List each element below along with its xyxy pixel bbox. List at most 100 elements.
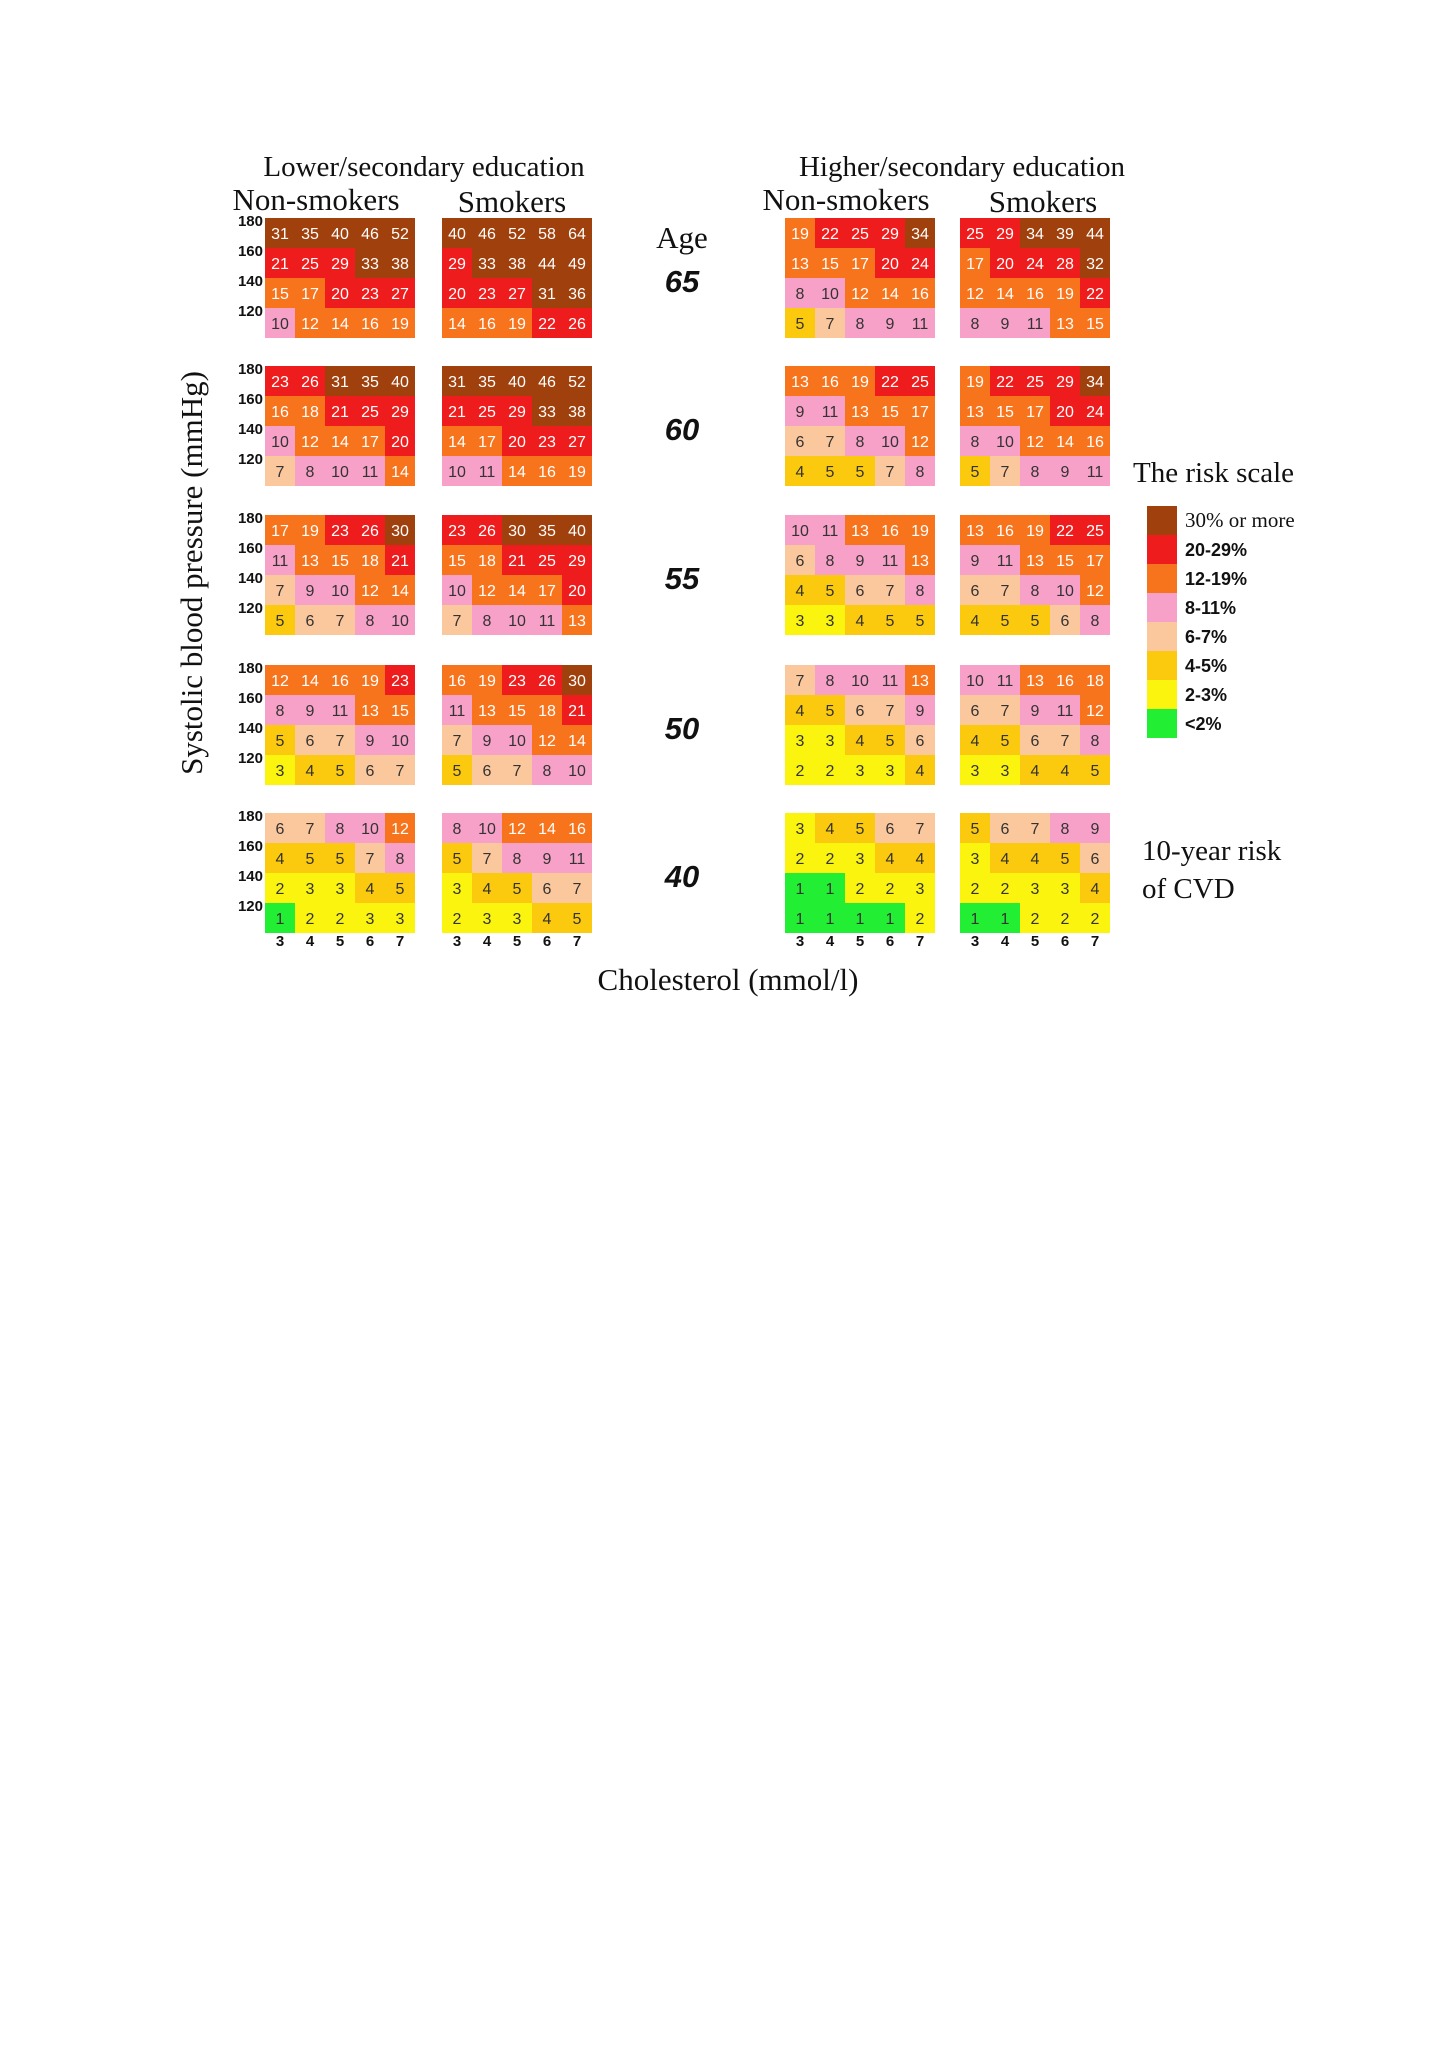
risk-cell (562, 695, 592, 725)
risk-cell-value: 10 (791, 523, 809, 540)
risk-cell (960, 366, 990, 396)
risk-cell-value: 29 (568, 553, 586, 570)
risk-cell (502, 396, 532, 426)
risk-cell-value: 10 (851, 673, 869, 690)
risk-cell-value: 7 (1031, 821, 1040, 838)
legend-label: 4-5% (1185, 656, 1227, 676)
risk-cell (1080, 605, 1110, 635)
risk-cell (1020, 843, 1050, 873)
risk-cell (325, 725, 355, 755)
risk-cell (1020, 218, 1050, 248)
risk-cell (562, 813, 592, 843)
risk-cell-value: 35 (301, 226, 319, 243)
risk-cell-value: 14 (1056, 434, 1074, 451)
risk-cell (562, 725, 592, 755)
risk-cell (990, 755, 1020, 785)
risk-cell (325, 695, 355, 725)
cholesterol-tick-label: 7 (396, 933, 404, 950)
risk-cell (325, 755, 355, 785)
risk-cell-value: 15 (1086, 316, 1104, 333)
panel-higher-smokers-age-55: 13 16 19 22 25 9 11 13 15 17 6 7 8 10 12 4 5 5 6 8 (960, 515, 1110, 635)
sbp-tick-label: 180 (238, 660, 263, 677)
risk-cell-value: 16 (911, 286, 929, 303)
risk-cell-value: 6 (971, 583, 980, 600)
risk-cell-value: 2 (276, 881, 285, 898)
risk-cell (295, 813, 325, 843)
risk-cell-value: 3 (796, 613, 805, 630)
risk-cell (1020, 396, 1050, 426)
risk-cell (845, 813, 875, 843)
risk-cell (1050, 695, 1080, 725)
risk-cell-value: 7 (1061, 733, 1070, 750)
risk-cell-value: 15 (331, 553, 349, 570)
risk-cell-value: 11 (882, 673, 899, 690)
risk-cell (355, 665, 385, 695)
risk-cell (815, 248, 845, 278)
risk-cell (1050, 308, 1080, 338)
risk-cell (562, 843, 592, 873)
risk-cell (562, 218, 592, 248)
risk-cell-value: 29 (391, 404, 409, 421)
risk-cell (325, 396, 355, 426)
risk-cell (355, 843, 385, 873)
risk-cell (815, 278, 845, 308)
risk-cell-value: 16 (881, 523, 899, 540)
risk-cell-value: 3 (276, 763, 285, 780)
risk-cell (1080, 308, 1110, 338)
risk-cell-value: 7 (1001, 583, 1010, 600)
risk-cell-value: 3 (916, 881, 925, 898)
risk-cell (1050, 218, 1080, 248)
risk-cell (815, 873, 845, 903)
risk-cell (875, 843, 905, 873)
risk-cell (960, 695, 990, 725)
panel-higher-non-smokers-age-65: 19 22 25 29 34 13 15 17 20 24 8 10 12 14 16 5 7 8 9 11 (785, 218, 935, 338)
risk-cell-value: 7 (826, 434, 835, 451)
lower-education-title: Lower/secondary education (263, 151, 585, 183)
risk-cell-value: 3 (971, 851, 980, 868)
risk-cell-value: 22 (538, 316, 556, 333)
risk-cell (1020, 813, 1050, 843)
risk-cell-value: 8 (916, 583, 925, 600)
risk-cell (845, 873, 875, 903)
risk-cell-value: 9 (1001, 316, 1010, 333)
risk-cell (785, 665, 815, 695)
risk-cell (1080, 813, 1110, 843)
risk-cell (990, 813, 1020, 843)
risk-cell-value: 7 (336, 613, 345, 630)
risk-cell (472, 873, 502, 903)
risk-cell (385, 605, 415, 635)
risk-cell (1050, 248, 1080, 278)
risk-cell (532, 278, 562, 308)
risk-cell-value: 2 (1001, 881, 1010, 898)
cholesterol-tick-label: 6 (366, 933, 374, 950)
risk-cell-value: 25 (1026, 374, 1044, 391)
legend-swatch (1147, 506, 1177, 535)
risk-cell (1080, 515, 1110, 545)
risk-cell-value: 8 (1091, 733, 1100, 750)
risk-cell (990, 248, 1020, 278)
risk-cell (442, 308, 472, 338)
risk-cell-value: 5 (971, 821, 980, 838)
risk-cell-value: 24 (911, 256, 929, 273)
risk-cell-value: 2 (1091, 911, 1100, 928)
risk-note-line2: of CVD (1142, 873, 1235, 905)
risk-cell-value: 10 (508, 733, 526, 750)
risk-cell-value: 4 (276, 851, 285, 868)
risk-cell-value: 40 (331, 226, 349, 243)
risk-cell (385, 813, 415, 843)
risk-cell-value: 17 (301, 286, 319, 303)
risk-cell (532, 515, 562, 545)
risk-cell-value: 21 (391, 553, 409, 570)
risk-cell-value: 16 (448, 673, 466, 690)
risk-cell (815, 515, 845, 545)
risk-cell-value: 1 (886, 911, 895, 928)
risk-cell (845, 843, 875, 873)
risk-cell-value: 19 (508, 316, 526, 333)
risk-cell-value: 30 (568, 673, 586, 690)
risk-cell-value: 25 (851, 226, 869, 243)
risk-cell (295, 665, 325, 695)
risk-cell-value: 21 (271, 256, 289, 273)
risk-cell-value: 14 (391, 583, 409, 600)
risk-cell-value: 10 (478, 821, 496, 838)
risk-cell (1020, 456, 1050, 486)
